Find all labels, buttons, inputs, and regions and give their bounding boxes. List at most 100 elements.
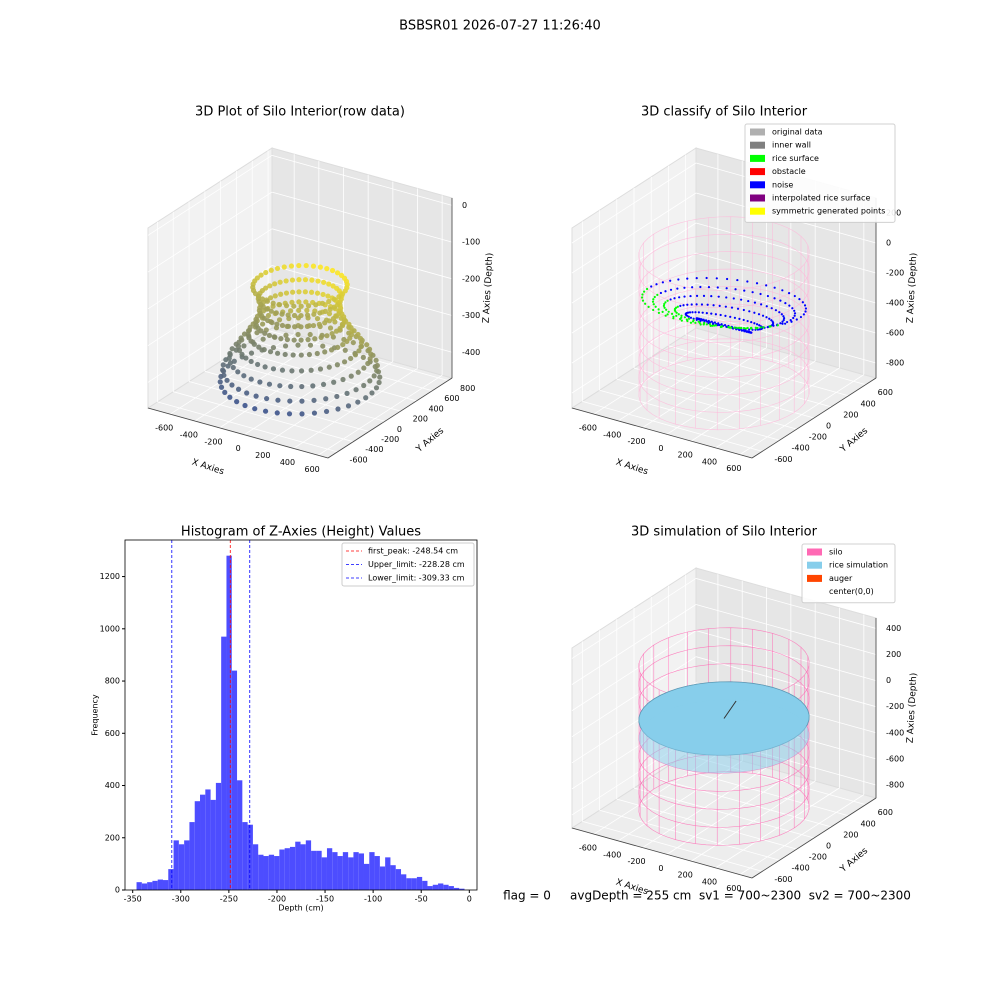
point-cloud-dot bbox=[274, 321, 280, 327]
chart-title: 3D simulation of Silo Interior bbox=[631, 525, 818, 540]
grid-line bbox=[571, 222, 697, 304]
point-cloud-dot bbox=[759, 326, 762, 329]
legend-label: obstacle bbox=[772, 167, 806, 176]
histogram-bar bbox=[427, 886, 433, 890]
point-cloud-dot bbox=[295, 331, 301, 338]
point-cloud-dot bbox=[302, 289, 308, 295]
point-cloud-dot bbox=[310, 383, 316, 389]
point-cloud-dot bbox=[260, 336, 266, 342]
point-cloud-dot bbox=[730, 326, 733, 329]
point-cloud-dot bbox=[266, 332, 273, 339]
point-cloud-dot bbox=[687, 315, 690, 318]
grid-line bbox=[173, 391, 354, 443]
y-tick-label: 400 bbox=[428, 404, 443, 413]
grid-line bbox=[571, 578, 697, 659]
point-cloud-dot bbox=[377, 374, 383, 380]
point-cloud-dot bbox=[680, 319, 683, 322]
histogram-bar bbox=[136, 882, 142, 890]
point-cloud-dot bbox=[695, 294, 699, 297]
point-cloud-dot bbox=[315, 278, 321, 284]
point-cloud-dot bbox=[289, 277, 296, 283]
point-cloud-dot bbox=[323, 408, 330, 415]
point-cloud-dot bbox=[781, 320, 784, 323]
point-cloud-dot bbox=[707, 285, 711, 289]
point-cloud-dot bbox=[254, 330, 260, 336]
histogram-bar bbox=[332, 852, 338, 890]
point-cloud-dot bbox=[695, 277, 698, 280]
point-cloud-dot bbox=[740, 298, 743, 301]
y-tick-label: 200 bbox=[843, 830, 858, 839]
point-cloud-dot bbox=[230, 364, 236, 371]
grid-line bbox=[271, 228, 453, 280]
legend-label: interpolated rice surface bbox=[772, 194, 870, 203]
point-cloud-dot bbox=[326, 311, 333, 317]
histogram-bar bbox=[157, 879, 163, 890]
point-cloud-dot bbox=[753, 301, 757, 304]
point-cloud-dot bbox=[356, 348, 362, 354]
point-cloud-dot bbox=[748, 328, 751, 331]
point-cloud-dot bbox=[234, 399, 240, 405]
histogram-bar bbox=[300, 844, 306, 890]
z-tick-label: -300 bbox=[462, 311, 480, 320]
point-cloud-dot bbox=[265, 312, 272, 319]
point-cloud-dot bbox=[227, 350, 233, 357]
point-cloud-dot bbox=[765, 284, 768, 287]
grid-line bbox=[633, 787, 815, 839]
legend-swatch bbox=[750, 141, 765, 149]
point-cloud-dot bbox=[779, 322, 782, 325]
point-cloud-dot bbox=[348, 373, 354, 379]
histogram-bar bbox=[226, 555, 232, 890]
point-cloud-dot bbox=[756, 326, 759, 330]
point-cloud-dot bbox=[346, 321, 352, 327]
point-cloud-dot bbox=[255, 293, 262, 300]
point-cloud-dot bbox=[290, 352, 296, 358]
histogram-bar bbox=[162, 880, 169, 890]
y-tick-label: 200 bbox=[105, 833, 120, 842]
grid-line bbox=[695, 282, 877, 334]
point-cloud-dot bbox=[235, 343, 242, 349]
point-cloud-dot bbox=[799, 315, 803, 319]
point-cloud-dot bbox=[366, 346, 373, 352]
point-cloud-dot bbox=[679, 317, 682, 321]
point-cloud-dot bbox=[743, 289, 746, 292]
point-cloud-dot bbox=[802, 313, 805, 316]
point-cloud-dot bbox=[328, 347, 335, 353]
point-cloud-dot bbox=[314, 290, 321, 296]
x-axis-label: X Axies bbox=[190, 458, 225, 478]
point-cloud-dot bbox=[780, 313, 783, 316]
z-tick-label: -400 bbox=[886, 299, 904, 308]
point-cloud-dot bbox=[326, 298, 332, 305]
x-axis-line bbox=[571, 407, 753, 459]
point-cloud-dot bbox=[669, 279, 672, 282]
histogram-bar bbox=[390, 865, 396, 890]
point-cloud-dot bbox=[759, 292, 762, 296]
point-cloud-dot bbox=[742, 327, 746, 330]
point-cloud-dot bbox=[748, 310, 751, 313]
x-tick-label: -400 bbox=[603, 430, 621, 439]
y-tick-label: -600 bbox=[349, 455, 367, 464]
point-cloud-dot bbox=[241, 343, 247, 349]
point-cloud-dot bbox=[730, 306, 734, 309]
point-cloud-dot bbox=[334, 362, 340, 368]
point-cloud-dot bbox=[310, 263, 317, 269]
point-cloud-dot bbox=[742, 308, 745, 312]
point-cloud-dot bbox=[804, 307, 808, 310]
point-cloud-dot bbox=[264, 298, 271, 304]
point-cloud-dot bbox=[319, 300, 326, 306]
point-cloud-dot bbox=[322, 308, 328, 314]
point-cloud-dot bbox=[793, 312, 797, 315]
legend-swatch bbox=[750, 194, 765, 202]
grid-line bbox=[599, 809, 780, 861]
point-cloud-dot bbox=[320, 343, 326, 349]
point-cloud-dot bbox=[318, 334, 324, 341]
legend-box bbox=[341, 542, 475, 587]
grid-line bbox=[571, 312, 697, 394]
point-cloud-dot bbox=[298, 324, 304, 330]
x-tick-label: 0 bbox=[236, 444, 241, 453]
point-cloud-dot bbox=[701, 311, 704, 314]
chart-title: 3D classify of Silo Interior bbox=[641, 105, 808, 120]
point-cloud-dot bbox=[702, 294, 706, 297]
point-cloud-dot bbox=[640, 296, 644, 299]
point-cloud-dot bbox=[666, 299, 669, 302]
